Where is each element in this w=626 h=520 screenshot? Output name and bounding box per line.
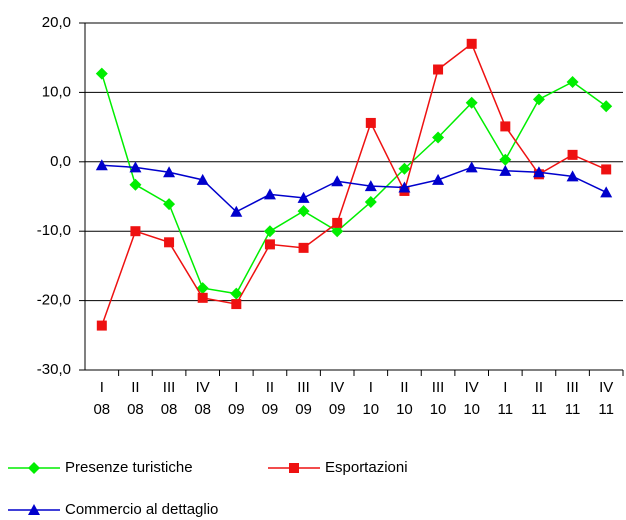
- marker: [365, 117, 376, 128]
- series-line: [101, 73, 607, 295]
- y-tick-label: 20,0: [42, 14, 71, 31]
- marker: [289, 463, 299, 473]
- marker: [566, 75, 579, 88]
- marker: [331, 225, 344, 238]
- y-tick-label: -20,0: [37, 292, 71, 309]
- marker: [263, 225, 276, 238]
- x-tick-label: I 09: [227, 379, 245, 418]
- marker: [298, 242, 309, 253]
- marker: [465, 161, 478, 173]
- x-tick-label: II 09: [261, 379, 279, 418]
- marker: [532, 166, 545, 178]
- x-tick-label: III 08: [160, 379, 178, 418]
- marker: [566, 170, 579, 182]
- marker: [230, 205, 243, 217]
- x-tick-label: IV 08: [194, 379, 212, 418]
- marker: [130, 226, 141, 237]
- y-tick-label: 0,0: [50, 153, 71, 170]
- marker: [28, 504, 40, 515]
- x-tick-label: I 08: [93, 379, 111, 418]
- marker: [129, 178, 142, 191]
- marker: [297, 205, 310, 218]
- marker: [601, 164, 612, 175]
- marker: [28, 462, 40, 474]
- y-tick-label: -10,0: [37, 222, 71, 239]
- marker: [433, 64, 444, 75]
- marker: [499, 164, 512, 176]
- x-tick-label: II 11: [531, 379, 547, 418]
- x-tick-label: III 09: [295, 379, 312, 418]
- y-tick-label: -30,0: [37, 361, 71, 378]
- marker: [600, 100, 613, 113]
- x-tick-label: I 10: [362, 379, 380, 418]
- marker: [196, 282, 209, 295]
- series-line: [101, 42, 607, 326]
- marker: [230, 287, 243, 300]
- marker: [129, 161, 142, 173]
- marker: [96, 320, 107, 331]
- marker: [600, 186, 613, 198]
- marker: [567, 149, 578, 160]
- x-tick-label: III 11: [564, 379, 581, 418]
- x-tick-label: I 11: [497, 379, 514, 418]
- marker: [432, 131, 445, 144]
- marker: [432, 173, 445, 185]
- marker: [197, 292, 208, 303]
- series-line: [101, 164, 607, 213]
- marker: [465, 96, 478, 109]
- x-tick-label: IV 09: [328, 379, 346, 418]
- marker: [364, 180, 377, 192]
- marker: [499, 153, 512, 166]
- marker: [364, 196, 377, 209]
- marker: [163, 166, 176, 178]
- marker: [264, 239, 275, 250]
- marker: [466, 38, 477, 49]
- x-tick-label: III 10: [429, 379, 447, 418]
- marker: [95, 159, 108, 171]
- legend-label: Presenze turistiche: [65, 459, 193, 476]
- marker: [297, 191, 310, 203]
- marker: [95, 67, 108, 80]
- marker: [331, 175, 344, 187]
- marker: [500, 121, 511, 132]
- marker: [164, 237, 175, 248]
- x-tick-label: IV 10: [463, 379, 481, 418]
- legend-label: Esportazioni: [325, 459, 408, 476]
- x-tick-label: II 10: [396, 379, 413, 418]
- x-tick-label: IV 11: [598, 379, 614, 418]
- marker: [231, 299, 242, 310]
- legend-label: Commercio al dettaglio: [65, 501, 218, 518]
- marker: [398, 162, 411, 175]
- y-tick-label: 10,0: [42, 83, 71, 100]
- marker: [263, 188, 276, 200]
- x-tick-label: II 08: [127, 379, 144, 418]
- marker: [532, 93, 545, 106]
- marker: [398, 181, 411, 193]
- marker: [332, 217, 343, 228]
- marker: [163, 198, 176, 211]
- marker: [196, 173, 209, 185]
